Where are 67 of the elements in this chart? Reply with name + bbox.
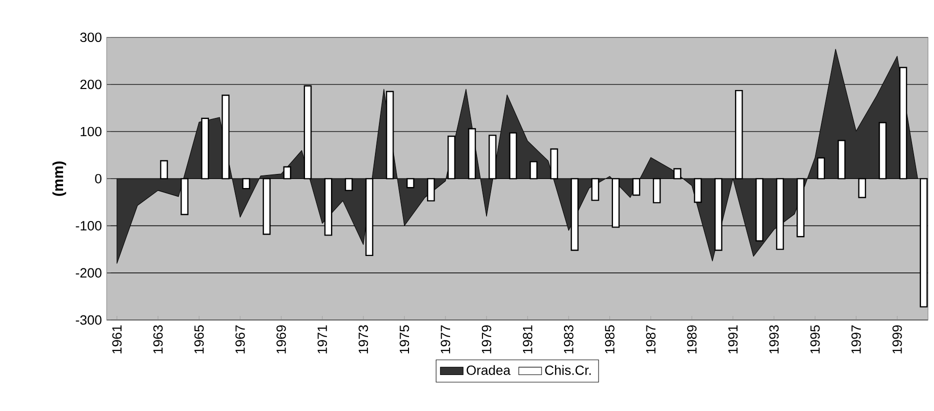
x-tick-label: 1963: [153, 325, 163, 354]
bar: [694, 178, 702, 203]
x-tick-label: 1999: [892, 326, 902, 354]
bar: [776, 178, 784, 250]
x-tick-label: 1967: [235, 326, 245, 354]
bar: [570, 178, 579, 252]
x-tick-label: 1991: [728, 326, 738, 354]
bar: [530, 161, 538, 180]
x-tick-label: 1995: [810, 325, 820, 354]
bar: [632, 178, 640, 196]
bar: [714, 178, 722, 252]
x-tick-label: 1977: [440, 326, 450, 354]
x-tick-label: 1985: [605, 325, 614, 354]
bar: [858, 178, 866, 198]
x-tick-label: 1965: [194, 325, 204, 354]
y-axis-title: (mm): [52, 162, 66, 196]
bar: [612, 178, 620, 228]
x-tick-label: 1981: [522, 326, 532, 354]
x-tick-label: 1989: [687, 326, 697, 354]
bar: [262, 178, 271, 236]
bar: [386, 91, 394, 180]
y-tick-label: 100: [80, 127, 102, 136]
legend-label: Chis.Cr.: [545, 365, 591, 376]
y-tick-label: -300: [76, 315, 102, 325]
x-tick-label: 1973: [358, 325, 368, 354]
y-tick-label: 300: [80, 32, 102, 42]
bar: [180, 178, 188, 216]
bar: [817, 158, 825, 180]
bar: [899, 67, 908, 180]
bar: [673, 168, 682, 180]
bar: [448, 136, 456, 180]
x-tick-label: 1997: [851, 326, 861, 354]
bar: [488, 134, 496, 180]
x-tick-label: 1983: [564, 325, 574, 354]
bar: [427, 178, 435, 202]
legend-label: Oradea: [466, 365, 511, 376]
bar: [365, 178, 374, 256]
y-tick-label: 0: [95, 174, 102, 184]
bar: [550, 148, 558, 180]
bar: [756, 178, 764, 242]
bar: [304, 85, 312, 180]
bar: [735, 90, 743, 180]
bar: [878, 122, 887, 180]
bar: [509, 132, 518, 180]
x-tick-label: 1987: [646, 326, 656, 354]
bar: [468, 128, 476, 180]
bar: [591, 178, 600, 202]
x-tick-label: 1961: [112, 326, 122, 354]
x-tick-label: 1993: [769, 325, 779, 354]
x-tick-label: 1971: [318, 326, 327, 354]
bar: [283, 166, 292, 180]
x-tick-label: 1979: [482, 326, 492, 354]
bar: [796, 178, 804, 238]
bar: [406, 178, 414, 188]
y-tick-label: -100: [76, 221, 102, 231]
y-tick-label: 200: [80, 80, 102, 90]
bar: [160, 160, 168, 180]
bar: [324, 178, 332, 236]
bar: [242, 178, 250, 190]
x-tick-label: 1975: [400, 325, 410, 354]
bar: [222, 94, 230, 180]
bar: [838, 140, 846, 180]
y-tick-label: -200: [76, 268, 102, 278]
bar: [652, 178, 661, 204]
bar: [344, 178, 353, 192]
x-tick-label: 1969: [276, 326, 286, 354]
bar: [201, 118, 210, 180]
